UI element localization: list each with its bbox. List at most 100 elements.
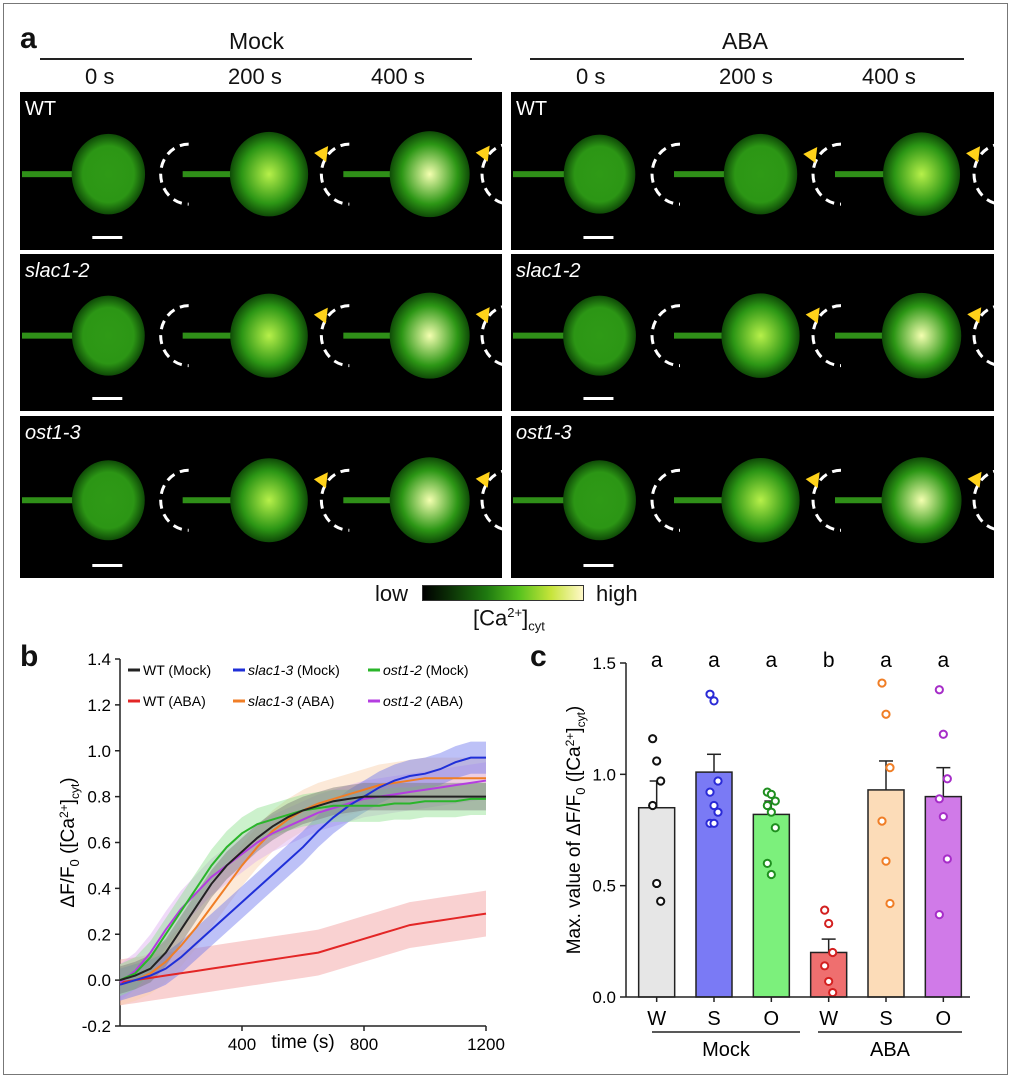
seedling-leaf [389,292,470,379]
yellow-arrowhead [967,471,982,488]
dashed-cotyledon-outline [480,143,502,205]
scale-bar [92,236,123,239]
micrograph-aba-ost1-3 [511,416,994,578]
seedling-leaf [71,460,145,541]
figure-frame [3,3,1008,1075]
micrograph-aba-slac1-2 [511,254,994,411]
seedling-leaf [389,131,470,218]
seedling-leaf [563,460,636,541]
aba-time-0: 0 s [576,64,606,89]
micrograph-mock-ost1-3 [20,416,502,578]
colorbar-low-label: low [375,581,409,606]
dashed-cotyledon-outline [650,142,681,206]
calcium-colorbar [422,585,584,601]
condition-aba-label: ABA [722,28,769,54]
mock-time-400: 400 s [371,64,425,89]
yellow-arrowhead [805,472,820,489]
seedling-petiole [674,497,730,504]
colorbar-high-label: high [596,581,638,606]
seedling-leaf [71,295,145,376]
seedling-leaf [883,132,961,216]
scale-bar [583,236,614,239]
seedling-leaf [229,131,309,217]
scale-bar [92,564,123,567]
seedling-petiole [22,171,80,178]
genotype-label-aba: ost1-3 [516,422,572,444]
dashed-cotyledon-outline [811,304,842,368]
yellow-arrowhead [313,307,328,324]
yellow-arrowhead [313,472,328,489]
micrograph-image [513,457,994,567]
panel-c-letter: c [530,640,547,673]
scale-bar [583,564,614,567]
seedling-petiole [182,171,238,178]
panel-a-letter: a [20,22,37,55]
seedling-petiole [182,497,239,504]
mock-time-200: 200 s [228,64,282,89]
seedling-petiole [513,171,572,178]
seedling-petiole [835,332,890,339]
seedling-leaf [230,293,308,378]
seedling-petiole [513,332,572,339]
dashed-cotyledon-outline [480,469,502,531]
yellow-arrowhead [803,147,818,164]
dashed-cotyledon-outline [159,468,189,532]
seedling-leaf [563,134,636,214]
seedling-leaf [71,133,146,215]
seedling-petiole [22,497,80,504]
yellow-arrowhead [475,145,490,162]
mock-header-line [40,58,472,60]
dashed-cotyledon-outline [159,142,189,206]
seedling-leaf [721,293,800,378]
dashed-cotyledon-outline [319,304,350,368]
micrograph-mock-slac1-2 [20,254,502,411]
dashed-cotyledon-outline [480,305,502,366]
micrograph-image [513,132,994,239]
seedling-petiole [343,332,398,339]
micrograph-image [22,131,502,239]
dashed-cotyledon-outline [650,304,681,368]
yellow-arrowhead [314,146,329,163]
scale-bar [92,397,123,400]
aba-time-400: 400 s [862,64,916,89]
seedling-leaf [881,292,962,379]
yellow-arrowhead [967,307,982,324]
seedling-leaf [389,457,470,544]
mock-time-0: 0 s [85,64,115,89]
micrograph-image [22,292,502,400]
panel-b-letter: b [20,640,39,673]
seedling-petiole [835,171,892,178]
dashed-cotyledon-outline [319,142,350,206]
seedling-petiole [22,332,80,339]
genotype-label-mock: ost1-3 [25,422,81,444]
seedling-petiole [835,497,890,504]
genotype-label-aba: slac1-2 [516,260,581,282]
genotype-label-mock: slac1-2 [25,260,90,282]
scale-bar [583,397,614,400]
micrograph-image [22,457,502,567]
aba-header-line [530,58,964,60]
yellow-arrowhead [475,471,490,488]
dashed-cotyledon-outline [650,468,681,532]
colorbar-quantity-label: [Ca2+]cyt [473,605,545,634]
dashed-cotyledon-outline [319,468,350,532]
seedling-leaf [563,295,636,376]
aba-time-200: 200 s [719,64,773,89]
condition-mock-label: Mock [229,28,284,54]
micrograph-aba-WT [511,92,994,250]
dashed-cotyledon-outline [972,469,994,531]
seedling-petiole [343,497,398,504]
seedling-petiole [674,171,732,178]
yellow-arrowhead [475,307,490,324]
yellow-arrowhead [966,146,981,163]
seedling-petiole [343,171,398,178]
dashed-cotyledon-outline [972,143,994,205]
dashed-cotyledon-outline [972,305,994,366]
dashed-cotyledon-outline [811,142,842,206]
seedling-leaf [230,458,308,543]
genotype-label-mock: WT [25,98,57,120]
seedling-leaf [721,457,800,543]
seedling-leaf [723,133,798,215]
seedling-leaf [881,457,962,544]
seedling-petiole [182,332,239,339]
